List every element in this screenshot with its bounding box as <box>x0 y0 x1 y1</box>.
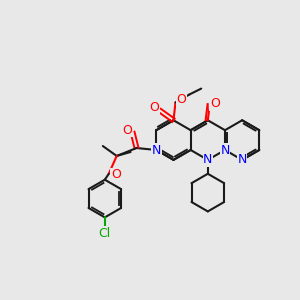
Text: O: O <box>176 93 186 106</box>
Text: N: N <box>203 153 212 167</box>
Text: N: N <box>220 143 230 157</box>
Text: Cl: Cl <box>99 227 111 240</box>
Text: O: O <box>210 97 220 110</box>
Text: O: O <box>123 124 133 137</box>
Text: N: N <box>152 143 161 157</box>
Text: N: N <box>238 153 247 167</box>
Text: O: O <box>150 101 160 114</box>
Text: O: O <box>111 168 121 181</box>
